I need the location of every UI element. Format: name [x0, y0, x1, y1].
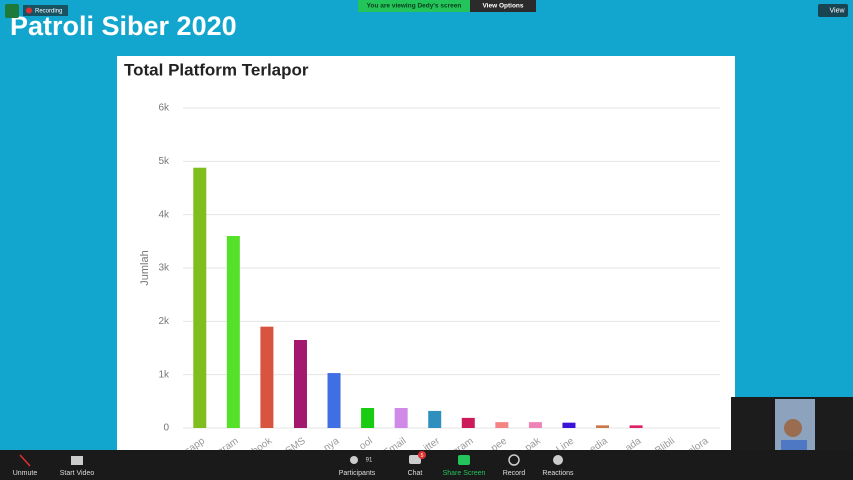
toolbar-label[interactable]: Share Screen [443, 470, 486, 477]
bar [562, 422, 576, 428]
toolbar-label[interactable]: Chat [408, 470, 423, 477]
reactions-icon[interactable] [553, 455, 563, 465]
mic-icon[interactable] [19, 454, 31, 467]
bar [428, 410, 442, 428]
y-tick-label: 6k [158, 103, 170, 114]
view-options-text[interactable]: View Options [482, 3, 523, 10]
recording-text: Recording [35, 9, 62, 15]
bar [461, 417, 475, 428]
view-button[interactable] [818, 4, 848, 17]
chat-badge-text: 5 [421, 453, 424, 459]
y-tick-label: 1k [158, 369, 170, 380]
toolbar [0, 450, 853, 480]
y-tick-label: 5k [158, 156, 170, 167]
toolbar-label[interactable]: Unmute [13, 470, 38, 477]
toolbar-label[interactable]: Participants [339, 470, 376, 477]
bar [361, 408, 375, 428]
participants-count[interactable]: 91 [366, 458, 373, 464]
bar [394, 408, 408, 428]
bar [226, 236, 240, 428]
y-tick-label: 4k [158, 209, 170, 220]
bar [629, 425, 643, 428]
toolbar-label[interactable]: Start Video [60, 470, 95, 477]
bar [495, 422, 509, 428]
view-options[interactable] [470, 0, 536, 12]
bar [260, 326, 274, 428]
slide-title: Patroli Siber 2020 [10, 11, 237, 41]
toolbar-label[interactable]: Reactions [542, 470, 574, 477]
bar [293, 340, 307, 428]
recording-dot [26, 7, 32, 14]
y-tick-label: 2k [158, 316, 170, 327]
video-icon[interactable] [71, 456, 83, 465]
video-person [784, 419, 802, 437]
bar [528, 422, 542, 428]
y-tick-label: 3k [158, 263, 170, 274]
banner [358, 0, 470, 12]
bar [193, 167, 207, 428]
banner-text: You are viewing Dedy's screen [367, 3, 462, 10]
toolbar-label[interactable]: Record [503, 470, 526, 477]
bar [596, 425, 610, 428]
recording-badge [23, 5, 68, 16]
chat-icon[interactable] [409, 455, 421, 464]
security-icon[interactable] [5, 4, 19, 18]
bar [327, 373, 341, 428]
y-axis-label: Jumlah [139, 250, 151, 285]
chart-panel [117, 56, 735, 450]
chat-badge [418, 451, 426, 459]
view-text[interactable]: View [829, 7, 845, 14]
participants-icon[interactable] [350, 456, 358, 464]
y-tick-label: 0 [163, 423, 169, 434]
share-icon[interactable] [458, 455, 470, 465]
record-icon[interactable] [508, 454, 520, 466]
chart-title: Total Platform Terlapor [124, 60, 309, 79]
